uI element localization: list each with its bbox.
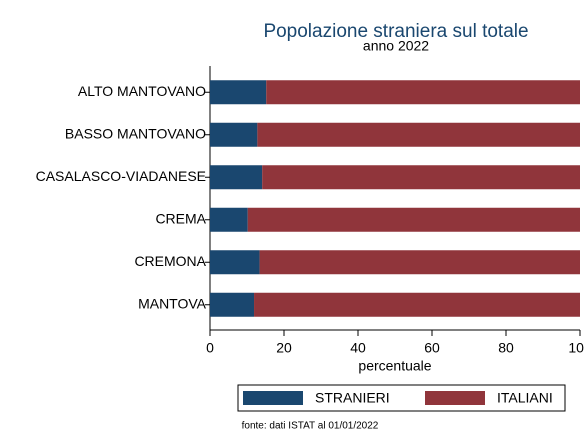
chart-title: Popolazione straniera sul totale [263, 21, 528, 42]
legend-label: ITALIANI [497, 390, 553, 406]
x-tick-label: 80 [498, 340, 514, 356]
bar-segment [257, 122, 580, 147]
bar-segment [259, 250, 580, 275]
y-tick-label: ALTO MANTOVANO [78, 83, 206, 99]
legend-box [237, 384, 566, 412]
legend-label: STRANIERI [315, 390, 390, 406]
bar-segment [262, 165, 580, 190]
bar-segment [210, 122, 258, 147]
x-tick-label: 100 [568, 340, 584, 356]
bar-segment [247, 207, 581, 232]
bar-segment [210, 207, 248, 232]
y-tick-label: CREMONA [134, 253, 206, 269]
y-tick-label: CREMA [155, 210, 206, 226]
legend-swatch [425, 391, 485, 405]
x-axis-label: percentuale [358, 358, 431, 374]
x-tick-label: 40 [350, 340, 366, 356]
x-tick-label: 0 [206, 340, 214, 356]
bar-segment [210, 80, 267, 105]
x-tick-label: 20 [276, 340, 292, 356]
bar-segment [210, 165, 263, 190]
bar-segment [266, 80, 580, 105]
y-tick-label: CASALASCO-VIADANESE [36, 168, 206, 184]
x-tick-label: 60 [424, 340, 440, 356]
legend-swatch [243, 391, 303, 405]
bar-segment [210, 292, 255, 317]
bar-segment [254, 292, 580, 317]
chart-subtitle: anno 2022 [363, 38, 429, 54]
y-tick-label: MANTOVA [138, 295, 207, 311]
source-note: fonte: dati ISTAT al 01/01/2022 [242, 421, 379, 429]
y-tick-label: BASSO MANTOVANO [65, 125, 206, 141]
bar-segment [210, 250, 260, 275]
